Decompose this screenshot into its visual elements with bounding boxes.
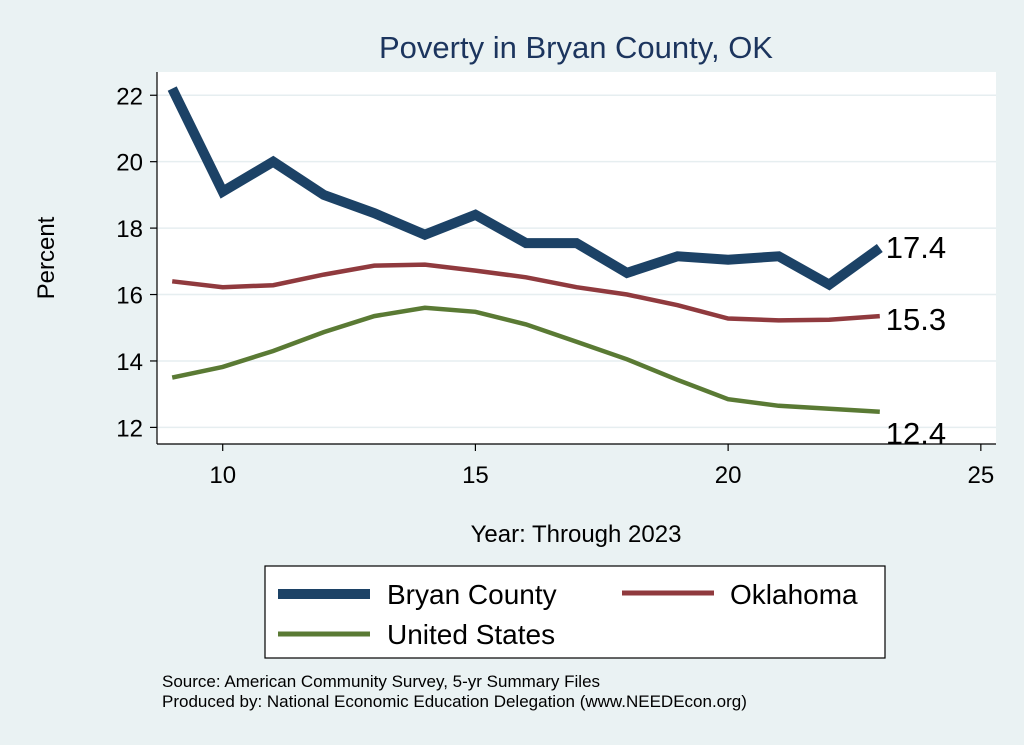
y-ticks: 12 14 16 18 20 22 [116,83,157,442]
x-axis-title: Year: Through 2023 [471,521,682,548]
chart-title: Poverty in Bryan County, OK [379,30,773,65]
x-tick-label-15: 15 [462,462,489,489]
source-note: Source: American Community Survey, 5-yr … [162,672,601,691]
x-ticks: 10 15 20 25 [209,444,994,489]
end-label-united-states: 12.4 [886,416,946,451]
produced-by-note: Produced by: National Economic Education… [162,692,747,711]
y-tick-label-14: 14 [116,349,143,376]
legend-label-united-states: United States [387,619,555,650]
y-tick-label-16: 16 [116,283,143,310]
series-line-bryan-county [167,86,883,291]
x-tick-label-25: 25 [967,462,994,489]
end-labels: 17.4 15.3 12.4 [886,230,946,451]
y-tick-label-20: 20 [116,150,143,177]
y-tick-label-22: 22 [116,83,143,110]
y-axis-title: Percent [33,216,60,299]
end-label-oklahoma: 15.3 [886,302,946,337]
legend-label-bryan-county: Bryan County [387,579,557,610]
end-label-bryan-county: 17.4 [886,230,946,265]
x-tick-label-20: 20 [715,462,742,489]
plot-area [157,72,996,444]
legend: Bryan County Oklahoma United States [264,565,886,659]
legend-box [264,565,886,659]
series-line-united-states [171,305,880,415]
series-lines [167,86,883,415]
gridlines [157,94,996,429]
y-tick-label-12: 12 [116,415,143,442]
legend-label-oklahoma: Oklahoma [730,579,858,610]
y-tick-label-18: 18 [116,216,143,243]
x-tick-label-10: 10 [209,462,236,489]
series-line-oklahoma [171,262,880,323]
